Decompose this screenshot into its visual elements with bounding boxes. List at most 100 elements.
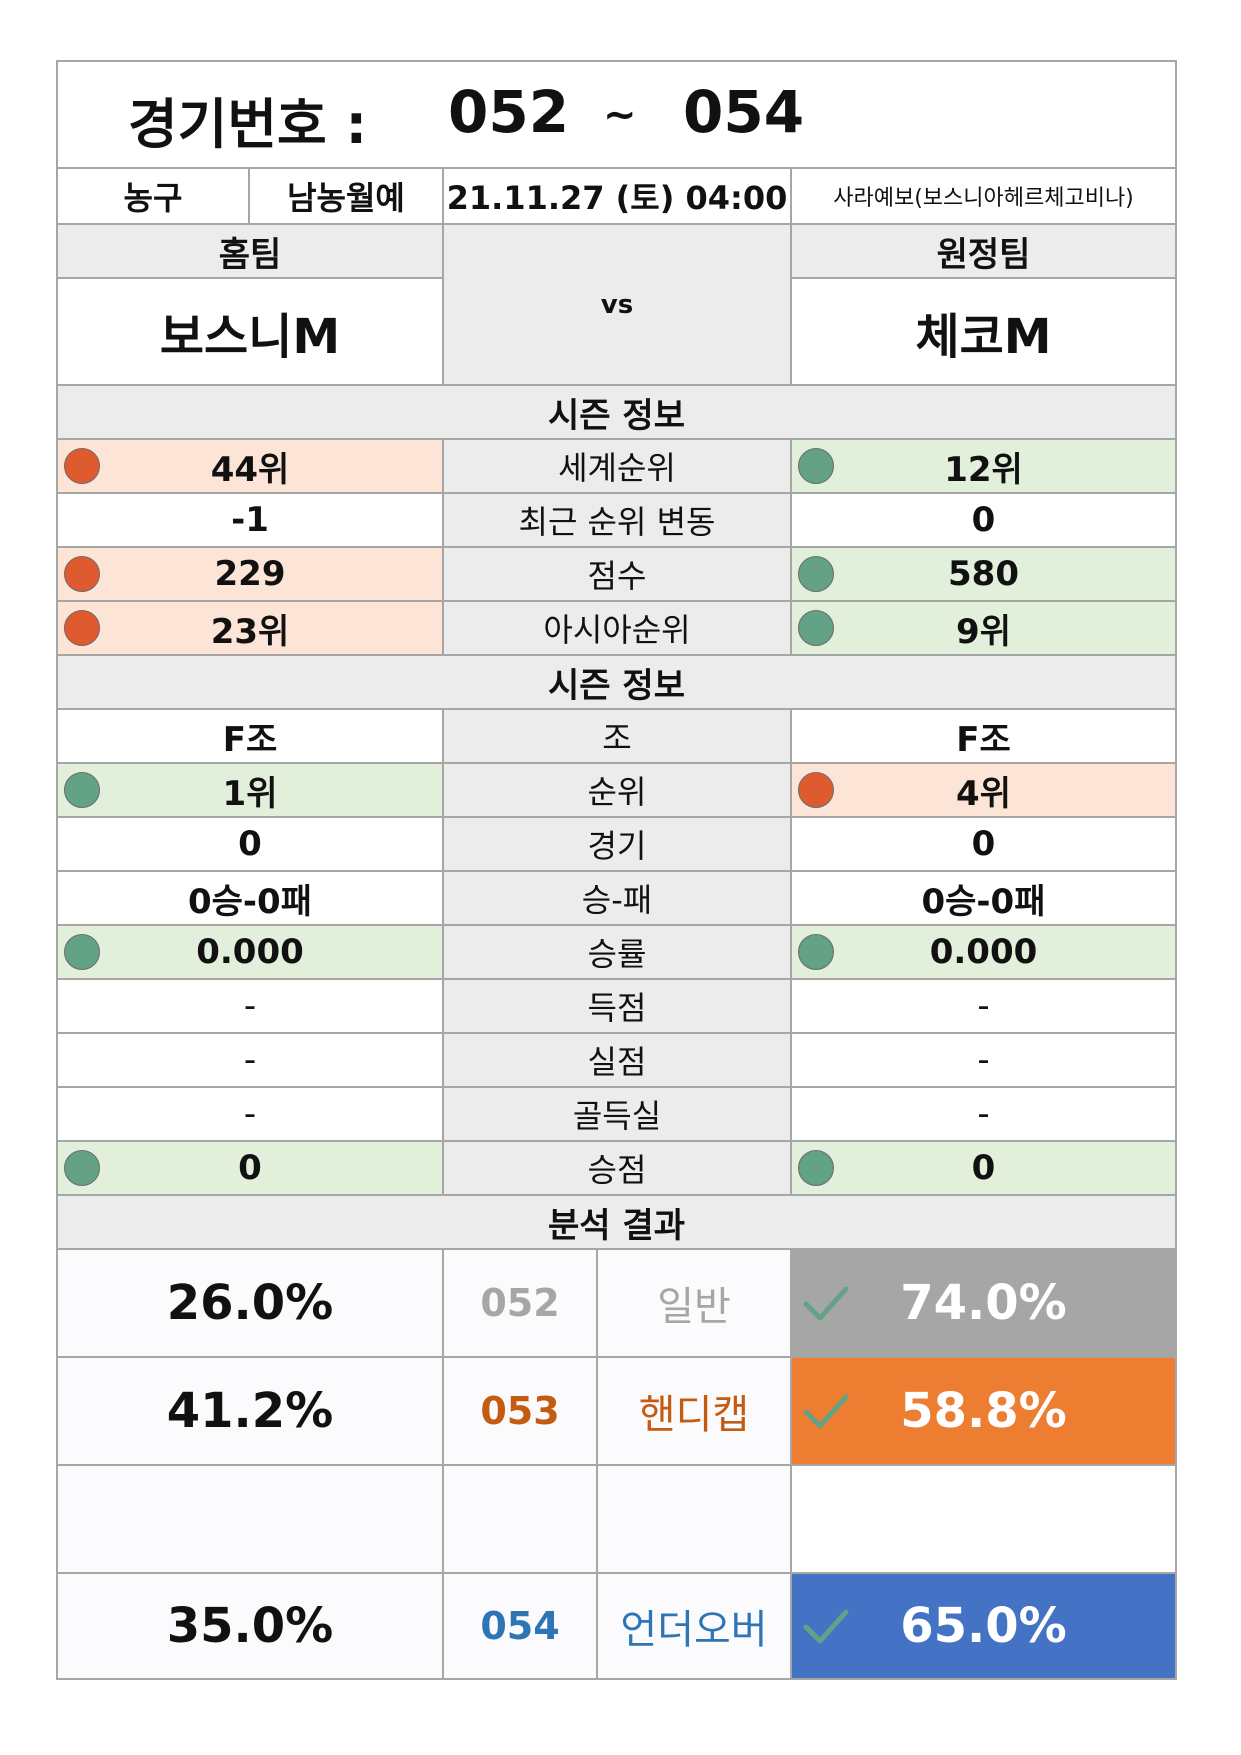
match-number-to: 054: [683, 78, 805, 146]
disadvantage-dot-icon: [64, 556, 100, 592]
season-info-header-1: 시즌 정보: [58, 386, 1175, 440]
analysis-away-handicap: 58.8%: [792, 1358, 1175, 1466]
match-number-label: 경기번호 :: [128, 93, 368, 156]
datetime-cell: 21.11.27 (토) 04:00: [444, 169, 792, 225]
disadvantage-dot-icon: [64, 448, 100, 484]
match-sheet: 경기번호 : 052 ~ 054 농구 남농월예 21.11.27 (토) 04…: [56, 60, 1177, 1680]
away-win-rate: 0.000: [792, 926, 1175, 980]
home-win-loss: 0승-0패: [58, 872, 444, 926]
cell-value: 65.0%: [900, 1598, 1067, 1654]
home-world-rank: 44위: [58, 440, 444, 494]
analysis-code-general: 052: [444, 1250, 598, 1358]
league-cell: 남농월예: [250, 169, 444, 225]
disadvantage-dot-icon: [798, 772, 834, 808]
cell-value: 1위: [222, 773, 278, 814]
advantage-dot-icon: [798, 448, 834, 484]
analysis-home-handicap: 41.2%: [58, 1358, 444, 1466]
advantage-dot-icon: [64, 772, 100, 808]
match-number-from: 052: [448, 78, 570, 146]
home-points-for: -: [58, 980, 444, 1034]
advantage-dot-icon: [64, 1150, 100, 1186]
vs-cell: vs: [444, 225, 792, 386]
away-group: F조: [792, 710, 1175, 764]
analysis-header: 분석 결과: [58, 1196, 1175, 1250]
home-goal-diff: -: [58, 1088, 444, 1142]
advantage-dot-icon: [798, 934, 834, 970]
cell-value: 229: [214, 554, 286, 594]
away-team-label: 원정팀: [792, 225, 1175, 279]
analysis-away-underover: 65.0%: [792, 1574, 1175, 1678]
home-score: 229: [58, 548, 444, 602]
win-loss-label: 승-패: [444, 872, 792, 926]
away-points-against: -: [792, 1034, 1175, 1088]
home-group-rank: 1위: [58, 764, 444, 818]
home-win-rate: 0.000: [58, 926, 444, 980]
cell-value: 4위: [956, 773, 1011, 814]
home-games: 0: [58, 818, 444, 872]
analysis-away-empty: [792, 1466, 1175, 1574]
home-team-label: 홈팀: [58, 225, 444, 279]
away-team-name: 체코M: [792, 279, 1175, 386]
home-asia-rank: 23위: [58, 602, 444, 656]
home-league-points: 0: [58, 1142, 444, 1196]
away-group-rank: 4위: [792, 764, 1175, 818]
cell-value: 44위: [210, 449, 290, 490]
cell-value: 58.8%: [900, 1383, 1067, 1439]
cell-value: 23위: [210, 611, 290, 652]
disadvantage-dot-icon: [64, 610, 100, 646]
away-asia-rank: 9위: [792, 602, 1175, 656]
cell-value: 74.0%: [900, 1275, 1067, 1331]
analysis-home-empty: [58, 1466, 444, 1574]
world-rank-label: 세계순위: [444, 440, 792, 494]
group-label: 조: [444, 710, 792, 764]
away-world-rank: 12위: [792, 440, 1175, 494]
away-goal-diff: -: [792, 1088, 1175, 1142]
cell-value: 0.000: [196, 932, 304, 972]
analysis-type-underover: 언더오버: [598, 1574, 792, 1678]
away-win-loss: 0승-0패: [792, 872, 1175, 926]
analysis-type-handicap: 핸디캡: [598, 1358, 792, 1466]
home-rank-change: -1: [58, 494, 444, 548]
away-points-for: -: [792, 980, 1175, 1034]
score-label: 점수: [444, 548, 792, 602]
check-icon: [803, 1609, 849, 1644]
away-score: 580: [792, 548, 1175, 602]
games-label: 경기: [444, 818, 792, 872]
analysis-code-underover: 054: [444, 1574, 598, 1678]
points-against-label: 실점: [444, 1034, 792, 1088]
away-rank-change: 0: [792, 494, 1175, 548]
home-points-against: -: [58, 1034, 444, 1088]
home-group: F조: [58, 710, 444, 764]
cell-value: 9위: [956, 611, 1011, 652]
cell-value: 0.000: [929, 932, 1038, 972]
away-games: 0: [792, 818, 1175, 872]
analysis-code-empty: [444, 1466, 598, 1574]
analysis-home-underover: 35.0%: [58, 1574, 444, 1678]
match-number-separator: ~: [603, 92, 637, 138]
check-icon: [803, 1286, 849, 1321]
advantage-dot-icon: [798, 1150, 834, 1186]
points-for-label: 득점: [444, 980, 792, 1034]
analysis-type-general: 일반: [598, 1250, 792, 1358]
analysis-code-handicap: 053: [444, 1358, 598, 1466]
analysis-away-general: 74.0%: [792, 1250, 1175, 1358]
home-team-name: 보스니M: [58, 279, 444, 386]
analysis-type-empty: [598, 1466, 792, 1574]
away-league-points: 0: [792, 1142, 1175, 1196]
sport-cell: 농구: [58, 169, 250, 225]
goal-diff-label: 골득실: [444, 1088, 792, 1142]
group-rank-label: 순위: [444, 764, 792, 818]
league-points-label: 승점: [444, 1142, 792, 1196]
cell-value: 12위: [944, 449, 1023, 490]
title-row: 경기번호 : 052 ~ 054: [58, 62, 1175, 169]
advantage-dot-icon: [798, 556, 834, 592]
cell-value: 0: [238, 1148, 262, 1188]
season-info-header-2: 시즌 정보: [58, 656, 1175, 710]
analysis-home-general: 26.0%: [58, 1250, 444, 1358]
cell-value: 580: [948, 554, 1019, 594]
advantage-dot-icon: [64, 934, 100, 970]
rank-change-label: 최근 순위 변동: [444, 494, 792, 548]
asia-rank-label: 아시아순위: [444, 602, 792, 656]
check-icon: [803, 1394, 849, 1429]
cell-value: 0: [971, 1148, 996, 1188]
